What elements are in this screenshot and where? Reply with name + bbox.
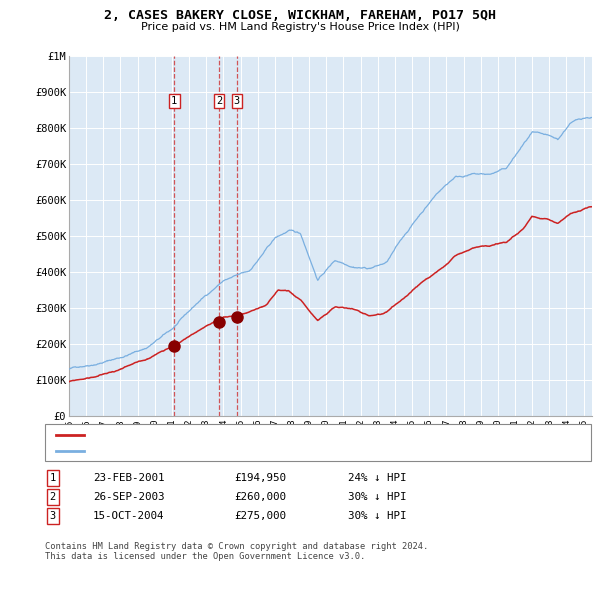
Text: 1: 1 [171,96,178,106]
Text: 2: 2 [50,492,56,502]
Text: 15-OCT-2004: 15-OCT-2004 [93,511,164,520]
Text: 2: 2 [216,96,222,106]
Text: 3: 3 [50,511,56,520]
Text: £275,000: £275,000 [234,511,286,520]
Text: Contains HM Land Registry data © Crown copyright and database right 2024.
This d: Contains HM Land Registry data © Crown c… [45,542,428,561]
Text: £194,950: £194,950 [234,473,286,483]
Text: 2, CASES BAKERY CLOSE, WICKHAM, FAREHAM, PO17 5QH (detached house): 2, CASES BAKERY CLOSE, WICKHAM, FAREHAM,… [90,430,478,440]
Text: 23-FEB-2001: 23-FEB-2001 [93,473,164,483]
Text: 30% ↓ HPI: 30% ↓ HPI [348,511,407,520]
Text: 3: 3 [234,96,240,106]
Text: Price paid vs. HM Land Registry's House Price Index (HPI): Price paid vs. HM Land Registry's House … [140,22,460,32]
Text: 2, CASES BAKERY CLOSE, WICKHAM, FAREHAM, PO17 5QH: 2, CASES BAKERY CLOSE, WICKHAM, FAREHAM,… [104,9,496,22]
Text: HPI: Average price, detached house, Winchester: HPI: Average price, detached house, Winc… [90,446,360,456]
Text: £260,000: £260,000 [234,492,286,502]
Text: 24% ↓ HPI: 24% ↓ HPI [348,473,407,483]
Text: 26-SEP-2003: 26-SEP-2003 [93,492,164,502]
Text: 30% ↓ HPI: 30% ↓ HPI [348,492,407,502]
Text: 1: 1 [50,473,56,483]
